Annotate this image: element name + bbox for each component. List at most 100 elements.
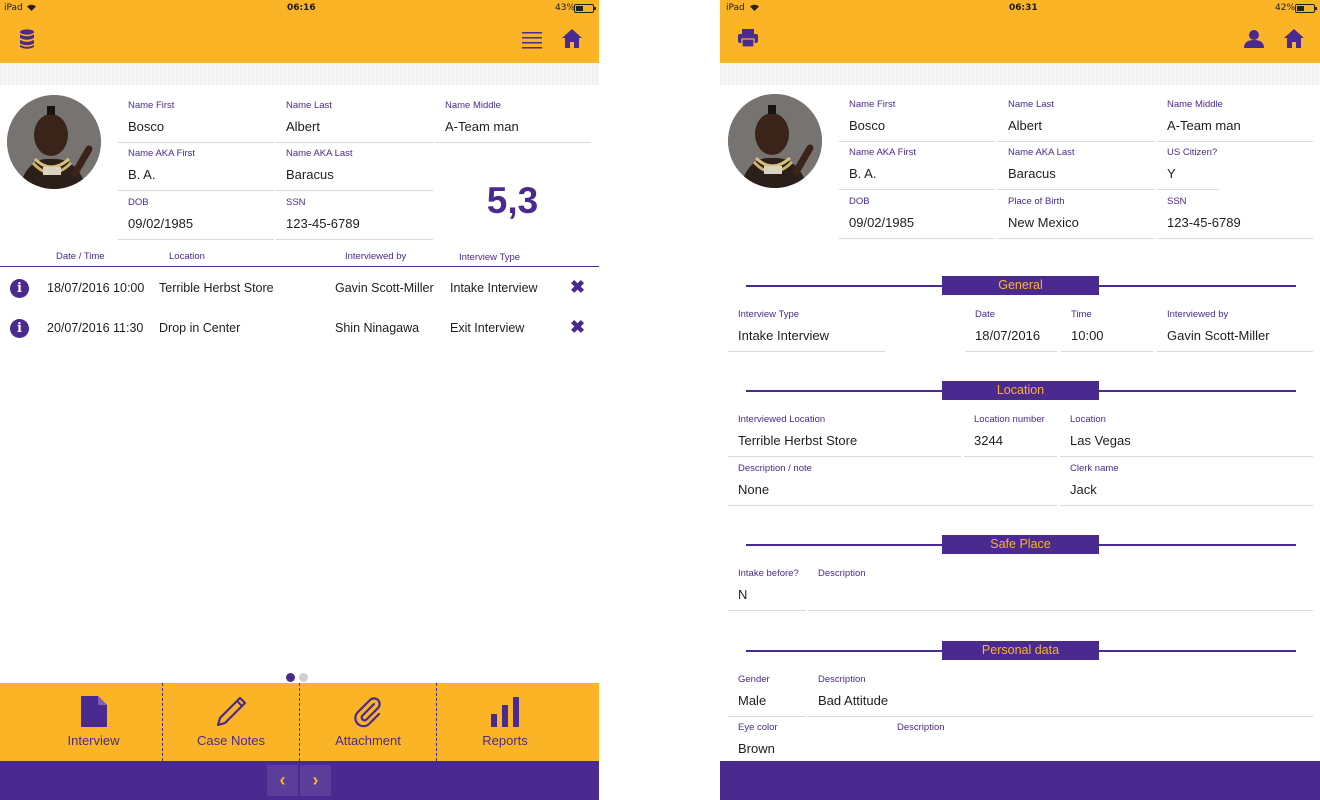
user-icon[interactable] bbox=[1243, 29, 1269, 55]
home-icon[interactable] bbox=[561, 28, 587, 54]
table-row[interactable]: i 18/07/2016 10:00 Terrible Herbst Store… bbox=[0, 273, 599, 303]
bottom-bar: ‹ › bbox=[0, 761, 599, 800]
intake-before-label: Intake before? bbox=[738, 568, 799, 579]
aka-last-value: Baracus bbox=[1008, 166, 1056, 181]
paperclip-icon bbox=[351, 695, 385, 734]
battery-icon bbox=[574, 4, 596, 13]
status-time: 06:31 bbox=[1009, 3, 1038, 13]
pencil-icon bbox=[214, 695, 248, 734]
top-bar: iPad 06:16 43% bbox=[0, 0, 599, 63]
name-middle-label: Name Middle bbox=[1167, 99, 1223, 110]
interviewed-location-value: Terrible Herbst Store bbox=[738, 433, 858, 448]
date-label: Date bbox=[975, 309, 996, 320]
page-dot[interactable] bbox=[299, 673, 308, 682]
aka-last-label: Name AKA Last bbox=[286, 148, 353, 159]
aka-last-value: Baracus bbox=[286, 167, 334, 182]
time-value: 10:00 bbox=[1071, 328, 1104, 343]
top-bar: iPad 06:31 42% bbox=[720, 0, 1320, 63]
score-value: 5,3 bbox=[486, 180, 539, 221]
name-last-value: Albert bbox=[286, 119, 320, 134]
section-personal-data: Personal data bbox=[746, 640, 1296, 660]
battery-icon bbox=[1295, 4, 1317, 13]
gender-label: Gender bbox=[738, 674, 770, 685]
interviewed-by-value: Gavin Scott-Miller bbox=[1167, 328, 1270, 343]
interviewed-by-label: Interviewed by bbox=[1167, 309, 1229, 320]
page-indicator[interactable] bbox=[286, 669, 312, 687]
header-interviewed-by: Interviewed by bbox=[345, 251, 407, 262]
section-safe-place-title: Safe Place bbox=[942, 535, 1099, 554]
tab-interview[interactable]: Interview bbox=[25, 683, 162, 761]
gutter bbox=[599, 0, 720, 800]
us-citizen-value: Y bbox=[1167, 166, 1176, 181]
home-icon[interactable] bbox=[1283, 28, 1309, 54]
row-interviewed-by: Gavin Scott-Miller bbox=[335, 281, 434, 295]
header-location: Location bbox=[169, 251, 205, 262]
database-icon[interactable] bbox=[16, 28, 42, 54]
aka-first-label: Name AKA First bbox=[128, 148, 196, 159]
menu-icon[interactable] bbox=[521, 30, 547, 56]
texture-strip bbox=[720, 63, 1320, 85]
ssn-label: SSN bbox=[286, 197, 306, 208]
tab-attachment[interactable]: Attachment bbox=[300, 683, 436, 761]
info-icon[interactable]: i bbox=[10, 279, 29, 298]
name-middle-value: A-Team man bbox=[445, 119, 519, 134]
tab-case-notes[interactable]: Case Notes bbox=[163, 683, 299, 761]
eye-color-label: Eye color bbox=[738, 722, 778, 733]
section-safe-place: Safe Place bbox=[746, 534, 1296, 554]
description-note-label: Description / note bbox=[738, 463, 812, 474]
tab-interview-label: Interview bbox=[67, 733, 120, 748]
row-interview-type: Exit Interview bbox=[450, 321, 525, 335]
row-location: Drop in Center bbox=[159, 321, 241, 335]
ssn-value: 123-45-6789 bbox=[1167, 215, 1241, 230]
name-first-value: Bosco bbox=[128, 119, 165, 134]
safe-place-description-label: Description bbox=[818, 568, 866, 579]
place-of-birth-value: New Mexico bbox=[1008, 215, 1079, 230]
section-location-title: Location bbox=[942, 381, 1099, 400]
interview-type-label: Interview Type bbox=[738, 309, 800, 320]
delete-icon[interactable]: ✖ bbox=[570, 277, 586, 297]
name-first-value: Bosco bbox=[849, 118, 886, 133]
next-button[interactable]: › bbox=[300, 765, 331, 796]
carrier-label: iPad bbox=[4, 3, 23, 13]
tab-divider bbox=[162, 683, 163, 761]
name-first-label: Name First bbox=[128, 100, 175, 111]
section-general-title: General bbox=[942, 276, 1099, 295]
tab-reports-label: Reports bbox=[482, 733, 528, 748]
row-interview-type: Intake Interview bbox=[450, 281, 538, 295]
tab-bar: Interview Case Notes Attachment Reports bbox=[0, 683, 599, 761]
tab-divider bbox=[299, 683, 300, 761]
name-last-label: Name Last bbox=[286, 100, 332, 111]
row-datetime: 18/07/2016 10:00 bbox=[47, 281, 145, 295]
aka-first-label: Name AKA First bbox=[849, 147, 917, 158]
date-value: 18/07/2016 bbox=[975, 328, 1041, 343]
location-number-label: Location number bbox=[974, 414, 1045, 425]
header-datetime: Date / Time bbox=[56, 251, 105, 262]
header-interview-type: Interview Type bbox=[459, 252, 521, 263]
wifi-icon bbox=[749, 3, 760, 15]
tab-reports[interactable]: Reports bbox=[437, 683, 573, 761]
wifi-icon bbox=[26, 3, 37, 15]
delete-icon[interactable]: ✖ bbox=[570, 317, 586, 337]
left-screen: iPad 06:16 43% bbox=[0, 0, 599, 800]
name-middle-label: Name Middle bbox=[445, 100, 501, 111]
name-last-label: Name Last bbox=[1008, 99, 1054, 110]
prev-button[interactable]: ‹ bbox=[267, 765, 298, 796]
info-icon[interactable]: i bbox=[10, 319, 29, 338]
table-row[interactable]: i 20/07/2016 11:30 Drop in Center Shin N… bbox=[0, 313, 599, 343]
clerk-name-value: Jack bbox=[1070, 482, 1097, 497]
row-datetime: 20/07/2016 11:30 bbox=[47, 321, 144, 335]
name-last-value: Albert bbox=[1008, 118, 1042, 133]
location-label: Location bbox=[1070, 414, 1106, 425]
interview-type-value: Intake Interview bbox=[738, 328, 830, 343]
name-first-label: Name First bbox=[849, 99, 896, 110]
gender-description-label: Description bbox=[818, 674, 866, 685]
gender-description-value: Bad Attitude bbox=[818, 693, 889, 708]
table-header-divider bbox=[0, 266, 599, 267]
page-dot-active[interactable] bbox=[286, 673, 295, 682]
clerk-name-label: Clerk name bbox=[1070, 463, 1119, 474]
print-icon[interactable] bbox=[737, 28, 763, 54]
battery-percent: 42% bbox=[1275, 3, 1296, 13]
avatar bbox=[7, 95, 101, 189]
tab-attachment-label: Attachment bbox=[335, 733, 401, 748]
dob-label: DOB bbox=[849, 196, 870, 207]
